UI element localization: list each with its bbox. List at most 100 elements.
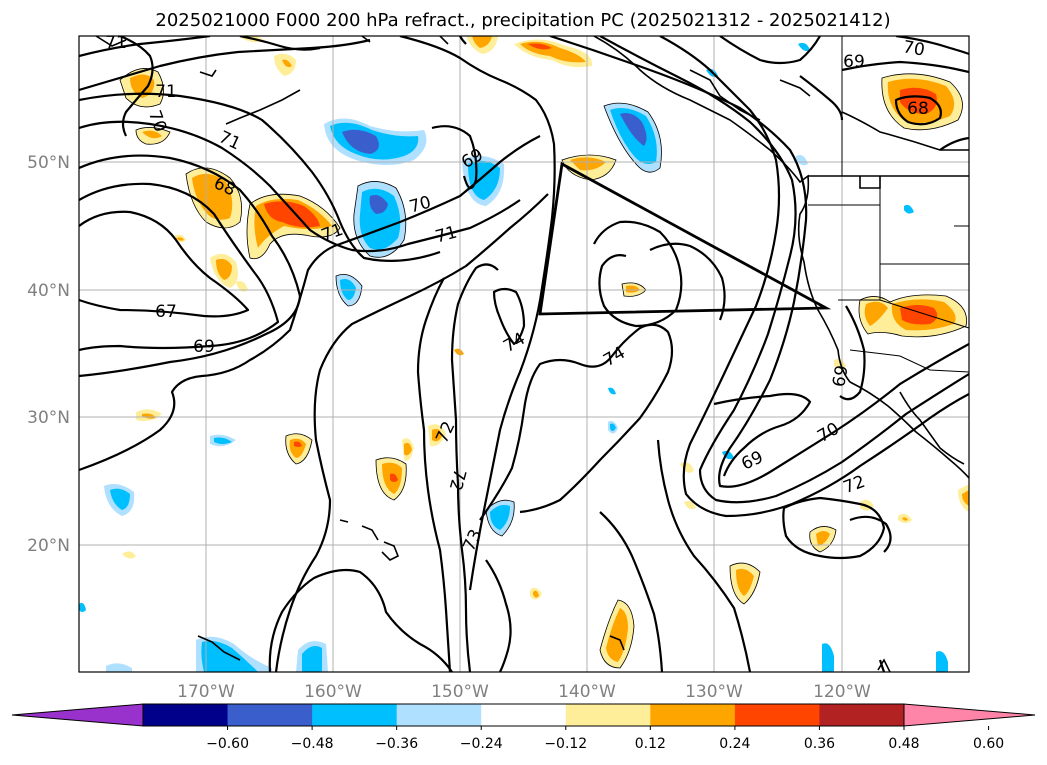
pos-blob	[122, 551, 136, 559]
colorbar-tick-label: −0.36	[375, 736, 418, 752]
neg-blob	[798, 42, 810, 52]
pos-blob	[404, 442, 412, 456]
pos-blob	[390, 473, 398, 482]
colorbar-tick-label: 0.60	[973, 736, 1004, 752]
pos-blob	[902, 517, 908, 521]
latitude-labels: 50°N 40°N 30°N 20°N	[27, 153, 70, 556]
figure-title: 2025021000 F000 200 hPa refract., precip…	[155, 10, 890, 31]
neg-blob	[110, 488, 130, 510]
pos-blob	[432, 428, 442, 442]
colorbar-tick-label: 0.36	[804, 736, 835, 752]
pos-blob	[533, 590, 539, 598]
colorbar-cell	[312, 704, 398, 726]
neg-blob	[904, 204, 914, 214]
pos-blob	[816, 531, 830, 546]
precip-shading	[79, 36, 969, 672]
colorbar-tick-label: 0.12	[635, 736, 666, 752]
pos-blob	[736, 568, 754, 596]
graticule	[79, 36, 969, 672]
colorbar-tick-label: 0.48	[888, 736, 919, 752]
contour-label: 67	[155, 302, 177, 322]
pos-blob	[216, 258, 232, 280]
colorbar-cell	[227, 704, 313, 726]
map-frame	[78, 35, 970, 673]
colorbar-tick-label: −0.60	[206, 736, 249, 752]
contour-label: 69	[193, 337, 215, 357]
neg-blob	[610, 423, 616, 431]
contour-label: 68	[907, 99, 929, 119]
neg-blob	[722, 450, 734, 460]
pos-blob	[900, 87, 937, 114]
pos-blob	[454, 348, 464, 356]
neg-blob	[106, 663, 132, 672]
pos-blob	[528, 43, 552, 50]
neg-blob	[796, 155, 808, 166]
contour-label: 69	[829, 364, 852, 389]
pos-blob	[176, 237, 184, 241]
neg-blob	[608, 387, 616, 395]
lon-label: 140°W	[558, 682, 616, 702]
colorbar-tick-label: 0.24	[719, 736, 750, 752]
neg-blob	[936, 651, 948, 672]
colorbar: −0.60 −0.48 −0.36 −0.24 −0.12 0.12 0.24 0.36 0.4…	[11, 703, 1036, 752]
contour-label: 70	[901, 37, 926, 60]
neg-blob	[490, 504, 510, 530]
pos-blob	[684, 500, 696, 510]
colorbar-cell	[481, 704, 567, 726]
contour-label: 71	[105, 33, 127, 53]
lon-label: 150°W	[431, 682, 489, 702]
negative-anomaly-blobs	[79, 42, 948, 672]
positive-anomaly-blobs	[119, 36, 969, 669]
pos-blob	[626, 285, 640, 293]
colorbar-cell	[734, 704, 820, 726]
neg-blob	[201, 640, 258, 672]
pos-blob	[472, 36, 492, 48]
colorbar-ticks: −0.60 −0.48 −0.36 −0.24 −0.12 0.12 0.24 0.36 0.4…	[206, 726, 1004, 752]
pos-blob	[264, 201, 320, 228]
pos-blob	[142, 130, 162, 139]
colorbar-cell	[819, 704, 905, 726]
colorbar-cell	[565, 704, 651, 726]
pos-blob	[236, 281, 248, 292]
coastlines	[95, 36, 969, 672]
colorbar-cells	[12, 704, 1035, 726]
colorbar-cell	[650, 704, 736, 726]
lat-label: 40°N	[27, 281, 70, 301]
colorbar-tick-label: −0.48	[291, 736, 334, 752]
neg-blob	[822, 643, 834, 672]
pos-blob	[962, 490, 969, 506]
neg-blob	[214, 437, 232, 444]
longitude-labels: 170°W 160°W 150°W 140°W 130°W 120°W	[177, 682, 871, 702]
lon-label: 120°W	[813, 682, 871, 702]
contour-label: 71	[155, 82, 177, 102]
contour-label: 69	[843, 52, 865, 72]
pos-blob	[864, 301, 888, 326]
neg-blob	[302, 646, 322, 672]
colorbar-frame	[142, 703, 905, 727]
colorbar-cell	[396, 704, 482, 726]
lon-label: 130°W	[685, 682, 743, 702]
lat-label: 20°N	[27, 536, 70, 556]
colorbar-tick-label: −0.12	[544, 736, 587, 752]
pos-blob	[570, 157, 606, 171]
pos-blob	[606, 608, 628, 662]
lon-label: 160°W	[304, 682, 362, 702]
colorbar-tick-label: −0.24	[460, 736, 503, 752]
pos-blob	[294, 441, 302, 447]
pos-blob	[289, 438, 306, 458]
pos-blob	[130, 74, 155, 98]
neg-blob	[369, 195, 388, 214]
colorbar-extend-low	[12, 704, 143, 726]
map-area: 71 71 70 71 68 67 69 71 70 71 69 74 74 7…	[79, 33, 969, 672]
refractivity-contours	[79, 36, 969, 672]
colorbar-extend-high	[904, 704, 1035, 726]
neg-blob	[342, 129, 379, 154]
lat-label: 30°N	[27, 408, 70, 428]
neg-blob	[610, 108, 657, 164]
neg-blob	[359, 188, 401, 250]
neg-blob	[620, 113, 647, 146]
neg-blob	[79, 602, 86, 612]
colorbar-cell	[143, 704, 229, 726]
